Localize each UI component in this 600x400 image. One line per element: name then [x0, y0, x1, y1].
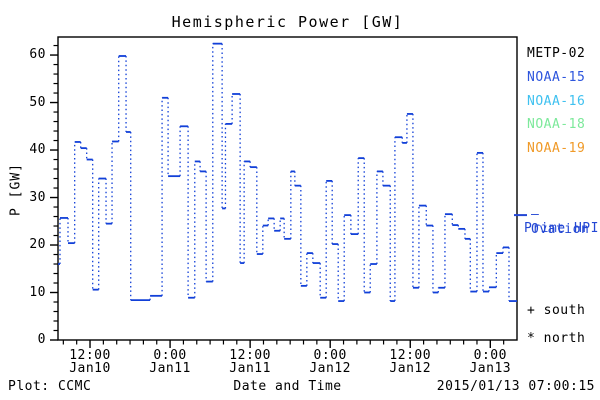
plot-source-label: Plot: CCMC: [8, 379, 92, 394]
south-marker-legend: + south: [527, 303, 586, 318]
y-tick-label: 30: [29, 189, 46, 205]
y-tick-label: 10: [29, 284, 46, 300]
legend-item-metp-02: METP-02: [527, 46, 586, 61]
y-tick-label: 40: [29, 142, 46, 158]
x-tick-label: 0:00 Jan13: [469, 348, 512, 376]
y-tick-label: 60: [29, 47, 46, 63]
y-tick-label: 50: [29, 94, 46, 110]
x-tick-label: 12:00 Jan12: [389, 348, 432, 376]
north-marker-legend: * north: [527, 331, 586, 346]
ovation-prime-label-line2: Prime HPI: [524, 221, 599, 236]
legend-item-noaa-16: NOAA-16: [527, 93, 586, 109]
x-tick-label: 0:00 Jan11: [149, 348, 191, 376]
plot-timestamp: 2015/01/13 07:00:15: [436, 379, 595, 394]
ovation-prime-label-line1: – Ovation: [531, 207, 590, 237]
x-tick-label: 12:00 Jan11: [229, 348, 271, 376]
y-tick-label: 0: [37, 332, 46, 347]
chart-title: Hemispheric Power [GW]: [171, 13, 404, 31]
legend-item-noaa-19: NOAA-19: [527, 141, 586, 156]
x-tick-label: 0:00 Jan12: [309, 348, 351, 376]
plot-frame: [57, 36, 518, 341]
legend-item-noaa-15: NOAA-15: [527, 69, 586, 85]
x-axis-title: Date and Time: [233, 379, 342, 394]
x-tick-label: 12:00 Jan10: [69, 348, 111, 376]
y-tick-label: 20: [29, 237, 46, 253]
legend-item-noaa-18: NOAA-18: [527, 117, 586, 133]
